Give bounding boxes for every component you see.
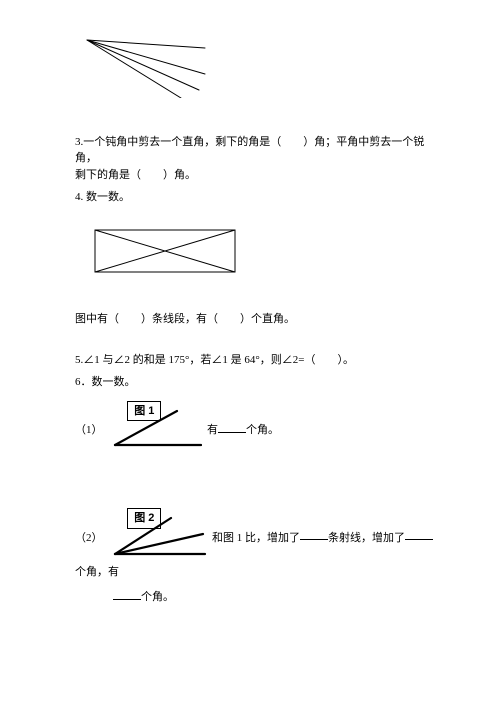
blank — [218, 421, 246, 433]
q4-line: 图中有（ ）条线段，有（ ）个直角。 — [75, 311, 440, 328]
q6-line2-c: 个角，有 — [75, 564, 119, 581]
q6-line2-a: 和图 1 比，增加了 — [212, 530, 300, 547]
figure-top — [75, 28, 440, 104]
q6-line1-mid: 有 — [207, 422, 218, 439]
fig2-label: 图 2 — [127, 508, 161, 529]
q6-line1-suf: 个角。 — [246, 422, 279, 439]
blank — [113, 588, 141, 600]
q3: 3.一个钝角中剪去一个直角，剩下的角是（ ）角；平角中剪去一个锐角， 剩下的角是… — [75, 134, 440, 184]
figure-q4 — [89, 224, 440, 284]
q4-title: 4. 数一数。 — [75, 189, 440, 206]
fig1-label: 图 1 — [127, 401, 161, 422]
blank — [405, 528, 433, 540]
q3-line-a: 3.一个钝角中剪去一个直角，剩下的角是（ ）角；平角中剪去一个锐角， — [75, 134, 440, 167]
q6-line1-pre: （1） — [75, 422, 103, 439]
q6-row2b: 个角。 — [113, 588, 440, 606]
rays-diagram — [75, 28, 215, 98]
blank — [300, 528, 328, 540]
q4-line-text: 图中有（ ）条线段，有（ ）个直角。 — [75, 313, 295, 325]
q3-line-b: 剩下的角是（ ）角。 — [75, 167, 440, 184]
envelope-diagram — [89, 224, 241, 278]
q6-line2-d: 个角。 — [141, 589, 174, 606]
q6-row1: （1） 图 1 有个角。 — [75, 405, 440, 457]
q5: 5.∠1 与∠2 的和是 175°，若∠1 是 64°，则∠2=（ ）。 — [75, 352, 440, 369]
q6-title: 6．数一数。 — [75, 374, 440, 391]
q6-line2-pre: （2） — [75, 530, 103, 547]
q6-line2-b: 条射线，增加了 — [328, 530, 405, 547]
q6-row2: （2） 图 2 和图 1 比，增加了条射线，增加了个角，有 — [75, 512, 440, 580]
